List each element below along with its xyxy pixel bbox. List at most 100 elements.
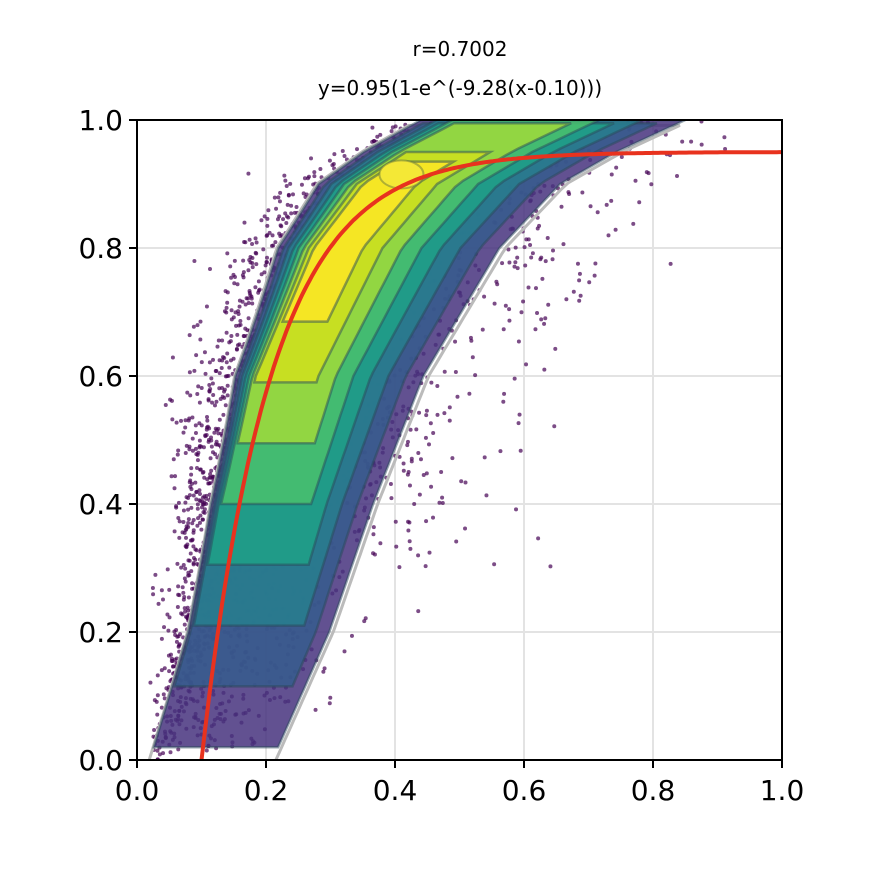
scatter-point [561, 242, 566, 247]
scatter-point [173, 474, 178, 479]
scatter-point [512, 376, 517, 381]
scatter-point [421, 473, 426, 478]
scatter-point [266, 208, 271, 213]
scatter-point [196, 516, 201, 521]
scatter-point [235, 332, 240, 337]
scatter-point [221, 412, 226, 417]
scatter-point [227, 365, 232, 370]
scatter-point [269, 243, 274, 248]
scatter-point [185, 390, 190, 395]
scatter-point [442, 369, 447, 374]
scatter-point [177, 642, 182, 647]
scatter-point [249, 296, 254, 301]
scatter-point [312, 174, 317, 179]
scatter-point [371, 532, 376, 537]
scatter-point [189, 505, 194, 510]
scatter-point [270, 233, 275, 238]
y-tick-label: 0.6 [78, 360, 123, 393]
scatter-point [190, 521, 195, 526]
scatter-point [157, 752, 162, 757]
scatter-point [313, 707, 318, 712]
scatter-point [211, 357, 216, 362]
scatter-point [160, 597, 165, 602]
scatter-point [181, 520, 186, 525]
scatter-point [284, 221, 289, 226]
scatter-point [162, 666, 167, 671]
scatter-point [289, 211, 294, 216]
scatter-point [516, 339, 521, 344]
scatter-point [604, 202, 609, 207]
scatter-point [186, 495, 191, 500]
scatter-point [241, 275, 246, 280]
scatter-point [289, 203, 294, 208]
scatter-point [498, 449, 503, 454]
scatter-point [189, 466, 194, 471]
scatter-point [265, 233, 270, 238]
scatter-point [254, 240, 259, 245]
scatter-point [171, 664, 176, 669]
scatter-point [176, 592, 181, 597]
scatter-point [526, 285, 531, 290]
scatter-point [210, 381, 215, 386]
scatter-point [154, 699, 159, 704]
scatter-point [283, 178, 288, 183]
scatter-point [723, 147, 728, 152]
x-tick-label: 1.0 [760, 774, 805, 807]
scatter-point [680, 139, 685, 144]
scatter-point [180, 585, 185, 590]
density-contours [147, 120, 686, 760]
scatter-point [206, 397, 211, 402]
scatter-point [199, 385, 204, 390]
scatter-point [442, 411, 447, 416]
scatter-point [211, 474, 216, 479]
scatter-point [619, 154, 624, 159]
scatter-point [500, 261, 505, 266]
scatter-point [250, 265, 255, 270]
scatter-point [211, 393, 216, 398]
scatter-point [405, 472, 410, 477]
x-axis: 0.0 0.2 0.4 0.6 0.8 1.0 [115, 760, 805, 807]
scatter-point [536, 536, 541, 541]
scatter-point [440, 501, 445, 506]
scatter-point [236, 312, 241, 317]
scatter-point [204, 493, 209, 498]
scatter-point [261, 247, 266, 252]
scatter-point [331, 162, 336, 167]
scatter-point [578, 293, 583, 298]
scatter-point [225, 393, 230, 398]
scatter-point [277, 199, 282, 204]
scatter-point [264, 260, 269, 265]
x-tick-label: 0.8 [631, 774, 676, 807]
scatter-point [278, 223, 283, 228]
scatter-point [514, 507, 519, 512]
scatter-point [193, 430, 198, 435]
scatter-point [492, 562, 497, 567]
scatter-point [292, 210, 297, 215]
scatter-point [190, 436, 195, 441]
scatter-point [530, 251, 535, 256]
scatter-point [416, 553, 421, 558]
scatter-point [408, 546, 413, 551]
scatter-point [200, 470, 205, 475]
scatter-point [294, 205, 299, 210]
scatter-point [551, 248, 556, 253]
scatter-point [246, 316, 251, 321]
scatter-point [242, 220, 247, 225]
scatter-point [394, 544, 399, 549]
scatter-point [177, 519, 182, 524]
scatter-point [224, 330, 229, 335]
scatter-point [209, 435, 214, 440]
scatter-point [148, 680, 153, 685]
scatter-point [223, 289, 228, 294]
scatter-point [250, 256, 255, 261]
scatter-point [191, 324, 196, 329]
scatter-point [548, 564, 553, 569]
scatter-point [282, 173, 287, 178]
scatter-point [231, 356, 236, 361]
scatter-point [340, 148, 345, 153]
scatter-point [191, 493, 196, 498]
scatter-point [577, 271, 582, 276]
scatter-point [453, 339, 458, 344]
scatter-point [263, 263, 268, 268]
scatter-point [389, 129, 394, 134]
